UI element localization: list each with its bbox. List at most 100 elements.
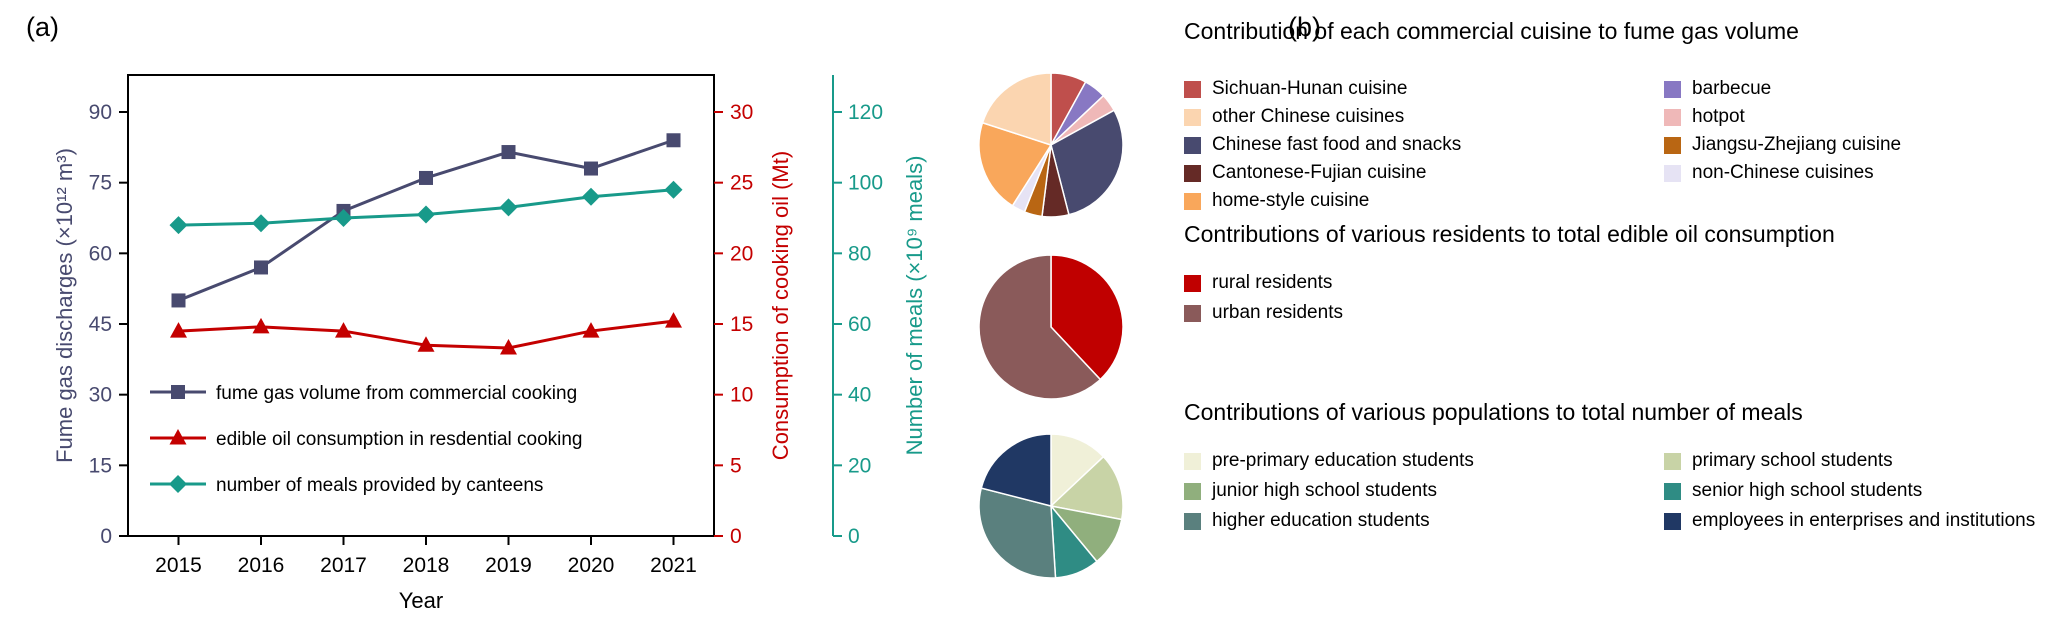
svg-text:5: 5	[730, 454, 742, 477]
legend-item: higher education students	[1184, 510, 1664, 532]
legend-swatch	[1184, 304, 1201, 322]
svg-text:45: 45	[89, 313, 112, 336]
legend-swatch	[1664, 512, 1681, 530]
legend-swatch	[1184, 274, 1201, 292]
series-meals: number of meals provided by canteens	[150, 180, 683, 496]
legend-label: barbecue	[1692, 78, 1772, 99]
svg-text:25: 25	[730, 172, 753, 195]
legend-swatch	[1664, 482, 1681, 500]
legend-item: Sichuan-Hunan cuisine	[1184, 78, 1664, 100]
legend-swatch	[1184, 512, 1201, 530]
legend-item: Jiangsu-Zhejiang cuisine	[1664, 134, 1901, 156]
svg-text:15: 15	[730, 313, 753, 336]
plot-frame	[127, 74, 715, 537]
svg-text:Consumption of cooking oil (Mt: Consumption of cooking oil (Mt)	[768, 151, 793, 460]
pie-chart-cuisine-contribution	[978, 72, 1124, 218]
svg-text:40: 40	[848, 384, 871, 407]
legend-swatch	[1184, 80, 1201, 98]
panel-a-label: (a)	[26, 12, 59, 42]
legend-swatch	[1664, 164, 1681, 182]
pie-slice	[1050, 109, 1124, 216]
pie-title-residents: Contributions of various residents to to…	[1184, 221, 1835, 247]
line-chart-fume-oil-meals: 0 15 30 45 60 75 90 Fume gas discharges (×10¹² …	[52, 74, 927, 613]
svg-text:2021: 2021	[650, 554, 697, 577]
legend-label: urban residents	[1212, 302, 1343, 323]
legend-item: primary school students	[1664, 450, 2035, 472]
legend-swatch	[1184, 108, 1201, 126]
pie-legend-cuisine: Sichuan-Hunan cuisine barbecue other Chine…	[1184, 78, 1901, 212]
pie-chart-residents-oil	[978, 254, 1124, 400]
svg-text:120: 120	[848, 101, 883, 124]
svg-text:2016: 2016	[238, 554, 285, 577]
pie-slice	[978, 487, 1057, 579]
svg-text:2020: 2020	[568, 554, 615, 577]
svg-text:75: 75	[89, 172, 112, 195]
pie-slice	[1050, 433, 1105, 508]
svg-text:0: 0	[100, 525, 112, 548]
legend-label: hotpot	[1692, 106, 1745, 127]
legend-label: Jiangsu-Zhejiang cuisine	[1692, 134, 1902, 155]
legend-label: rural residents	[1212, 272, 1333, 293]
svg-text:2017: 2017	[320, 554, 367, 577]
pie-title-cuisine: Contribution of each commercial cuisine …	[1184, 18, 1799, 44]
pie-slice	[981, 72, 1052, 147]
svg-text:Year: Year	[399, 588, 443, 613]
x-axis-year: 2015 2016 2017 2018 2019 2020 2021 Year	[155, 536, 697, 613]
legend-item: senior high school students	[1664, 480, 2035, 502]
pie-legend-populations: pre-primary education students primary sc…	[1184, 450, 2035, 532]
legend-item: pre-primary education students	[1184, 450, 1664, 472]
legend-item: hotpot	[1664, 106, 1901, 128]
legend-label: employees in enterprises and institution…	[1692, 510, 2036, 531]
legend-item: non-Chinese cuisines	[1664, 162, 1901, 184]
pie-slice	[978, 121, 1053, 207]
svg-text:60: 60	[848, 313, 871, 336]
legend-label: other Chinese cuisines	[1212, 106, 1405, 127]
svg-text:80: 80	[848, 242, 871, 265]
pie-slice	[978, 254, 1102, 400]
legend-label: junior high school students	[1212, 480, 1437, 501]
svg-text:20: 20	[848, 454, 871, 477]
svg-text:20: 20	[730, 242, 753, 265]
svg-text:2015: 2015	[155, 554, 202, 577]
legend-label: senior high school students	[1692, 480, 1923, 501]
legend-swatch	[1184, 452, 1201, 470]
legend-label: Chinese fast food and snacks	[1212, 134, 1462, 155]
legend-item: home-style cuisine	[1184, 190, 1664, 212]
right-axis-meals: 0 20 40 60 80 100 120 Number of meals (×10⁹ mea…	[832, 75, 927, 548]
legend-label: home-style cuisine	[1212, 190, 1370, 211]
series-edible-oil: edible oil consumption in resdential coo…	[150, 312, 682, 450]
legend-label: non-Chinese cuisines	[1692, 162, 1874, 183]
svg-text:2018: 2018	[403, 554, 450, 577]
pie-slice	[1050, 254, 1124, 381]
svg-text:fume gas volume from commercia: fume gas volume from commercial cooking	[216, 383, 577, 404]
legend-label: primary school students	[1692, 450, 1893, 471]
legend-swatch	[1664, 80, 1681, 98]
svg-text:100: 100	[848, 172, 883, 195]
pie-title-populations: Contributions of various populations to …	[1184, 399, 1803, 425]
svg-text:90: 90	[89, 101, 112, 124]
legend-swatch	[1664, 108, 1681, 126]
legend-swatch	[1184, 192, 1201, 210]
legend-item: Cantonese-Fujian cuisine	[1184, 162, 1664, 184]
svg-text:2019: 2019	[485, 554, 532, 577]
svg-text:10: 10	[730, 384, 753, 407]
pie-slice	[980, 433, 1052, 507]
right-axis-cooking-oil: 0 5 10 15 20 25 30 Consumption of cooking oil (…	[714, 101, 793, 548]
svg-text:30: 30	[89, 384, 112, 407]
legend-swatch	[1184, 164, 1201, 182]
legend-swatch	[1184, 482, 1201, 500]
legend-label: Sichuan-Hunan cuisine	[1212, 78, 1408, 99]
svg-text:30: 30	[730, 101, 753, 124]
legend-item: other Chinese cuisines	[1184, 106, 1664, 128]
legend-label: Cantonese-Fujian cuisine	[1212, 162, 1427, 183]
pie-legend-residents: rural residents urban residents	[1184, 272, 1343, 324]
svg-text:0: 0	[730, 525, 742, 548]
legend-swatch	[1664, 452, 1681, 470]
legend-item: employees in enterprises and institution…	[1664, 510, 2035, 532]
pie-chart-populations-meals	[978, 433, 1124, 579]
legend-item: junior high school students	[1184, 480, 1664, 502]
svg-text:15: 15	[89, 454, 112, 477]
svg-text:number of meals provided by ca: number of meals provided by canteens	[216, 475, 543, 496]
legend-swatch	[1664, 136, 1681, 154]
panel-b-label: (b)	[1288, 12, 1321, 42]
